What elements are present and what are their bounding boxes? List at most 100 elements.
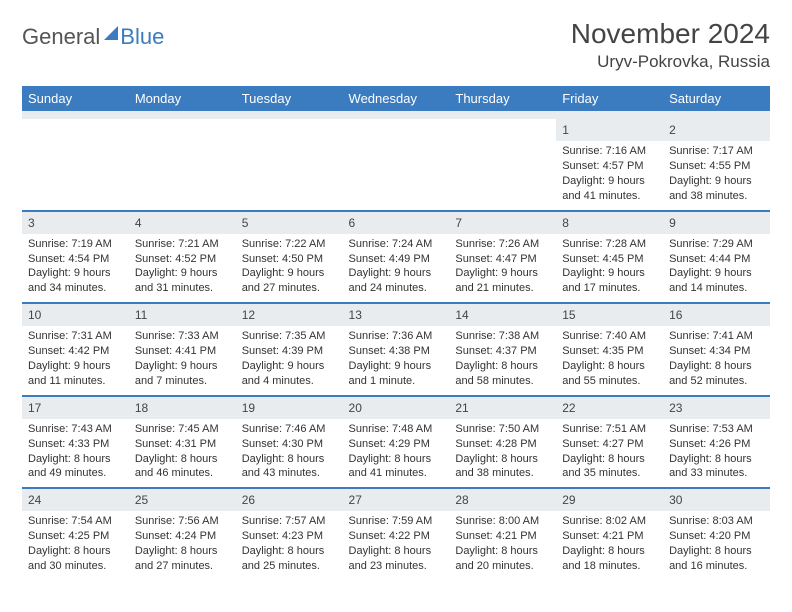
daylight-text: and 16 minutes. [669, 559, 764, 574]
daylight-text: Daylight: 8 hours [455, 359, 550, 374]
sunrise-text: Sunrise: 7:19 AM [28, 237, 123, 252]
day-number: 17 [22, 397, 129, 419]
daylight-text: and 41 minutes. [349, 466, 444, 481]
day-number: 10 [22, 304, 129, 326]
calendar-table: Sunday Monday Tuesday Wednesday Thursday… [22, 86, 770, 580]
daylight-text: Daylight: 9 hours [135, 359, 230, 374]
daylight-text: Daylight: 8 hours [669, 452, 764, 467]
sunrise-text: Sunrise: 7:22 AM [242, 237, 337, 252]
sunrise-text: Sunrise: 7:24 AM [349, 237, 444, 252]
sunrise-text: Sunrise: 7:57 AM [242, 514, 337, 529]
day-number: 11 [129, 304, 236, 326]
day-number: 27 [343, 489, 450, 511]
daylight-text: Daylight: 8 hours [28, 544, 123, 559]
daylight-text: and 30 minutes. [28, 559, 123, 574]
daylight-text: and 49 minutes. [28, 466, 123, 481]
sunrise-text: Sunrise: 7:56 AM [135, 514, 230, 529]
calendar-day: 9Sunrise: 7:29 AMSunset: 4:44 PMDaylight… [663, 211, 770, 304]
calendar-day: 25Sunrise: 7:56 AMSunset: 4:24 PMDayligh… [129, 488, 236, 580]
calendar-day: 13Sunrise: 7:36 AMSunset: 4:38 PMDayligh… [343, 303, 450, 396]
daylight-text: and 7 minutes. [135, 374, 230, 389]
sunset-text: Sunset: 4:33 PM [28, 437, 123, 452]
daylight-text: and 14 minutes. [669, 281, 764, 296]
calendar-day: 24Sunrise: 7:54 AMSunset: 4:25 PMDayligh… [22, 488, 129, 580]
daylight-text: Daylight: 9 hours [562, 174, 657, 189]
sunrise-text: Sunrise: 7:36 AM [349, 329, 444, 344]
day-header: Wednesday [343, 86, 450, 111]
calendar-day: 11Sunrise: 7:33 AMSunset: 4:41 PMDayligh… [129, 303, 236, 396]
daylight-text: and 25 minutes. [242, 559, 337, 574]
day-number: 4 [129, 212, 236, 234]
location: Uryv-Pokrovka, Russia [571, 52, 770, 72]
daylight-text: and 41 minutes. [562, 189, 657, 204]
sunrise-text: Sunrise: 8:02 AM [562, 514, 657, 529]
sunset-text: Sunset: 4:28 PM [455, 437, 550, 452]
day-header: Thursday [449, 86, 556, 111]
calendar-week: 10Sunrise: 7:31 AMSunset: 4:42 PMDayligh… [22, 303, 770, 396]
sunset-text: Sunset: 4:54 PM [28, 252, 123, 267]
sunrise-text: Sunrise: 7:17 AM [669, 144, 764, 159]
daylight-text: and 20 minutes. [455, 559, 550, 574]
calendar-day: 12Sunrise: 7:35 AMSunset: 4:39 PMDayligh… [236, 303, 343, 396]
calendar-day: 7Sunrise: 7:26 AMSunset: 4:47 PMDaylight… [449, 211, 556, 304]
daylight-text: Daylight: 8 hours [349, 452, 444, 467]
sunset-text: Sunset: 4:22 PM [349, 529, 444, 544]
sunrise-text: Sunrise: 7:40 AM [562, 329, 657, 344]
calendar-week: 17Sunrise: 7:43 AMSunset: 4:33 PMDayligh… [22, 396, 770, 489]
daylight-text: Daylight: 8 hours [562, 544, 657, 559]
daylight-text: and 18 minutes. [562, 559, 657, 574]
sunset-text: Sunset: 4:45 PM [562, 252, 657, 267]
calendar-body: .....1Sunrise: 7:16 AMSunset: 4:57 PMDay… [22, 111, 770, 580]
sunrise-text: Sunrise: 7:45 AM [135, 422, 230, 437]
sunrise-text: Sunrise: 7:28 AM [562, 237, 657, 252]
sunrise-text: Sunrise: 7:21 AM [135, 237, 230, 252]
sunset-text: Sunset: 4:34 PM [669, 344, 764, 359]
sunset-text: Sunset: 4:24 PM [135, 529, 230, 544]
day-number: 26 [236, 489, 343, 511]
day-number: 21 [449, 397, 556, 419]
calendar-day: 27Sunrise: 7:59 AMSunset: 4:22 PMDayligh… [343, 488, 450, 580]
sunset-text: Sunset: 4:39 PM [242, 344, 337, 359]
daylight-text: and 33 minutes. [669, 466, 764, 481]
daylight-text: and 27 minutes. [135, 559, 230, 574]
calendar-day: 14Sunrise: 7:38 AMSunset: 4:37 PMDayligh… [449, 303, 556, 396]
calendar-day: 21Sunrise: 7:50 AMSunset: 4:28 PMDayligh… [449, 396, 556, 489]
sunset-text: Sunset: 4:49 PM [349, 252, 444, 267]
sunrise-text: Sunrise: 7:35 AM [242, 329, 337, 344]
calendar-day: 16Sunrise: 7:41 AMSunset: 4:34 PMDayligh… [663, 303, 770, 396]
daylight-text: and 23 minutes. [349, 559, 444, 574]
sunrise-text: Sunrise: 7:46 AM [242, 422, 337, 437]
day-number: 9 [663, 212, 770, 234]
sunrise-text: Sunrise: 7:16 AM [562, 144, 657, 159]
calendar-day: 10Sunrise: 7:31 AMSunset: 4:42 PMDayligh… [22, 303, 129, 396]
day-number: 12 [236, 304, 343, 326]
daylight-text: Daylight: 9 hours [135, 266, 230, 281]
day-header: Monday [129, 86, 236, 111]
sunset-text: Sunset: 4:23 PM [242, 529, 337, 544]
sunset-text: Sunset: 4:50 PM [242, 252, 337, 267]
calendar-day: 3Sunrise: 7:19 AMSunset: 4:54 PMDaylight… [22, 211, 129, 304]
daylight-text: Daylight: 8 hours [562, 452, 657, 467]
sunrise-text: Sunrise: 7:59 AM [349, 514, 444, 529]
day-number: 16 [663, 304, 770, 326]
sunset-text: Sunset: 4:29 PM [349, 437, 444, 452]
calendar-week: .....1Sunrise: 7:16 AMSunset: 4:57 PMDay… [22, 119, 770, 211]
sunrise-text: Sunrise: 7:50 AM [455, 422, 550, 437]
daylight-text: Daylight: 8 hours [242, 544, 337, 559]
day-number: 23 [663, 397, 770, 419]
calendar-day: 5Sunrise: 7:22 AMSunset: 4:50 PMDaylight… [236, 211, 343, 304]
sunset-text: Sunset: 4:21 PM [562, 529, 657, 544]
sunset-text: Sunset: 4:35 PM [562, 344, 657, 359]
month-title: November 2024 [571, 18, 770, 50]
sunset-text: Sunset: 4:26 PM [669, 437, 764, 452]
daylight-text: Daylight: 8 hours [242, 452, 337, 467]
calendar-empty: . [449, 119, 556, 211]
sunset-text: Sunset: 4:44 PM [669, 252, 764, 267]
day-number: 8 [556, 212, 663, 234]
calendar-day: 20Sunrise: 7:48 AMSunset: 4:29 PMDayligh… [343, 396, 450, 489]
day-number: 15 [556, 304, 663, 326]
calendar-day: 18Sunrise: 7:45 AMSunset: 4:31 PMDayligh… [129, 396, 236, 489]
day-header: Friday [556, 86, 663, 111]
triangle-icon [104, 26, 118, 40]
sunrise-text: Sunrise: 7:51 AM [562, 422, 657, 437]
